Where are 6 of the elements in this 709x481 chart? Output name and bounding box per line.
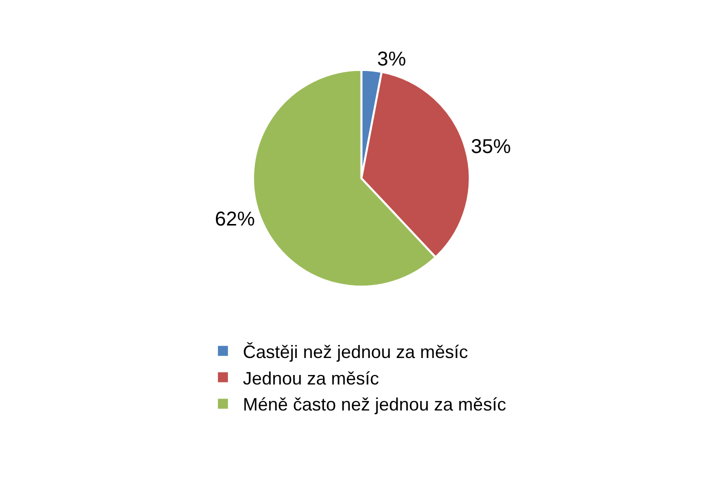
legend-label: Méně často než jednou za měsíc	[242, 394, 506, 415]
data-label: 3%	[377, 48, 406, 71]
data-label: 62%	[214, 208, 256, 231]
data-label: 35%	[470, 136, 512, 158]
legend-label: Častěji než jednou za měsíc	[242, 342, 468, 362]
legend-label: Jednou za měsíc	[242, 368, 379, 388]
